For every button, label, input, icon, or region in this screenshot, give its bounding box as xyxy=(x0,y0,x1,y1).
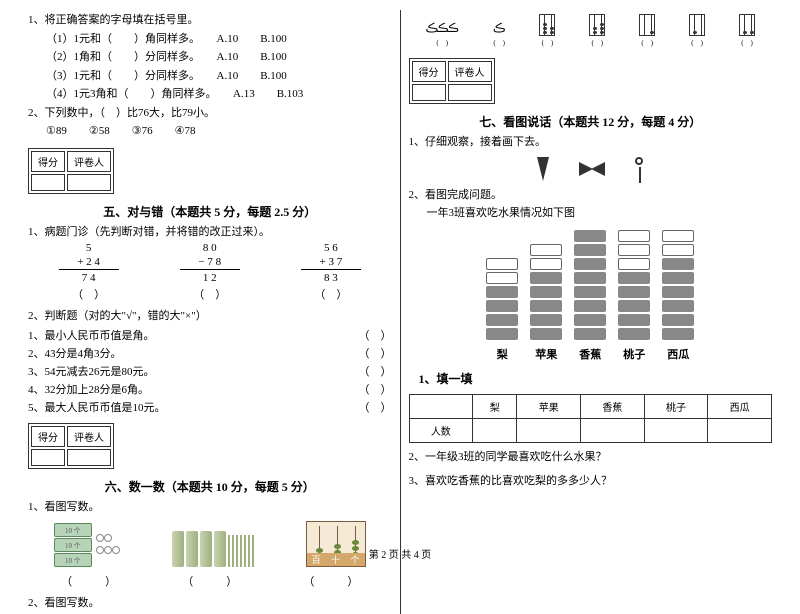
chart-bar: 西瓜 xyxy=(662,230,694,362)
answer-blanks: （ ）（ ）（ ） xyxy=(28,573,392,589)
section-5-title: 五、对与错（本题共 5 分，每题 2.5 分） xyxy=(28,203,392,220)
section-7-title: 七、看图说话（本题共 12 分，每题 4 分） xyxy=(409,113,773,130)
bar-label: 梨 xyxy=(497,346,508,362)
score-box-2: 得分 评卷人 xyxy=(28,423,114,469)
question-a: 2、一年级3班的同学最喜欢吃什么水果？ xyxy=(409,449,773,466)
tf-item: 4、32分加上28分是6角。（ ） xyxy=(28,381,392,397)
q6-2: 2、看图写数。 xyxy=(28,595,392,612)
eq-cell: 7 4 xyxy=(59,272,119,284)
q2-stem: 2、下列数中，（ ）比76大，比79小。 xyxy=(28,105,392,122)
q5-2-stem: 2、判断题（对的大"√"，错的大"×"） xyxy=(28,308,392,325)
eq-cell: + 2 4 xyxy=(59,256,119,270)
tf-item: 3、54元减去26元是80元。（ ） xyxy=(28,363,392,379)
table-cell xyxy=(644,418,708,442)
q2-opts: ①89 ②58 ③76 ④78 xyxy=(46,123,392,140)
fill-title: 1、填一填 xyxy=(419,370,773,388)
tf-item: 2、43分是4角3分。（ ） xyxy=(28,345,392,361)
table-header: 桃子 xyxy=(644,394,708,418)
triangle-icon xyxy=(537,157,549,181)
chart-bar: 香蕉 xyxy=(574,230,606,362)
bowtie-icon xyxy=(579,157,605,181)
q7-2: 2、看图完成问题。 xyxy=(409,187,773,204)
spoon-icon xyxy=(635,157,643,165)
q1-stem: 1、将正确答案的字母填在括号里。 xyxy=(28,12,392,29)
q1-item: （4）1元3角和（ ）角同样多。 A.13 B.103 xyxy=(46,86,392,103)
question-b: 3、喜欢吃香蕉的比喜欢吃梨的多多少人？ xyxy=(409,473,773,490)
tf-item: 1、最小人民币币值是角。（ ） xyxy=(28,327,392,343)
page-footer: 第 2 页 共 4 页 xyxy=(0,546,800,561)
chart-bar: 苹果 xyxy=(530,244,562,362)
data-table: 梨苹果香蕉桃子西瓜 人数 xyxy=(409,394,773,443)
pattern-shapes xyxy=(409,157,773,181)
score-label: 得分 xyxy=(31,151,65,172)
table-cell xyxy=(581,418,645,442)
grader-label: 评卷人 xyxy=(67,151,111,172)
bar-label: 桃子 xyxy=(623,346,645,362)
chart-bar: 梨 xyxy=(486,258,518,362)
q1-item: （3）1元和（ ）分同样多。 A.10 B.100 xyxy=(46,68,392,85)
eq-cell: 5 xyxy=(59,242,119,254)
table-cell xyxy=(708,418,772,442)
table-cell xyxy=(517,418,581,442)
q6-1: 1、看图写数。 xyxy=(28,499,392,516)
table-cell xyxy=(473,418,517,442)
eq-cell: − 7 8 xyxy=(180,256,240,270)
chart-bar: 桃子 xyxy=(618,230,650,362)
left-column: 1、将正确答案的字母填在括号里。 （1）1元和（ ）角同样多。 A.10 B.1… xyxy=(20,10,401,614)
bar-label: 西瓜 xyxy=(667,346,689,362)
tf-item: 5、最大人民币币值是10元。（ ） xyxy=(28,399,392,415)
q1-item: （1）1元和（ ）角同样多。 A.10 B.100 xyxy=(46,31,392,48)
table-header: 香蕉 xyxy=(581,394,645,418)
fruit-chart: 梨 苹果 香蕉 桃子 西瓜 xyxy=(409,230,773,362)
section-6-title: 六、数一数（本题共 10 分，每题 5 分） xyxy=(28,478,392,495)
eq-cell: 5 6 xyxy=(301,242,361,254)
table-header: 梨 xyxy=(473,394,517,418)
table-header: 西瓜 xyxy=(708,394,772,418)
bar-label: 苹果 xyxy=(535,346,557,362)
score-box-3: 得分 评卷人 xyxy=(409,58,495,104)
eq-cell: 8 3 xyxy=(301,272,361,284)
top-icons-row: ڪڪڪ( ) ڪ( ) ( ) ( ) ( ) ( ) ( ) xyxy=(409,14,773,48)
q1-item: （2）1角和（ ）分同样多。 A.10 B.100 xyxy=(46,49,392,66)
score-box: 得分 评卷人 xyxy=(28,148,114,194)
table-header: 苹果 xyxy=(517,394,581,418)
q7-1: 1、仔细观察，接着画下去。 xyxy=(409,134,773,151)
row-label: 人数 xyxy=(409,418,473,442)
eq-cell: 8 0 xyxy=(180,242,240,254)
q5-1-stem: 1、病题门诊（先判断对错，并将错的改正过来）。 xyxy=(28,224,392,241)
eq-cell: + 3 7 xyxy=(301,256,361,270)
bar-label: 香蕉 xyxy=(579,346,601,362)
q7-2-sub: 一年3班喜欢吃水果情况如下图 xyxy=(427,205,773,222)
eq-cell: 1 2 xyxy=(180,272,240,284)
right-column: ڪڪڪ( ) ڪ( ) ( ) ( ) ( ) ( ) ( ) 得分 评卷人 七… xyxy=(401,10,781,614)
